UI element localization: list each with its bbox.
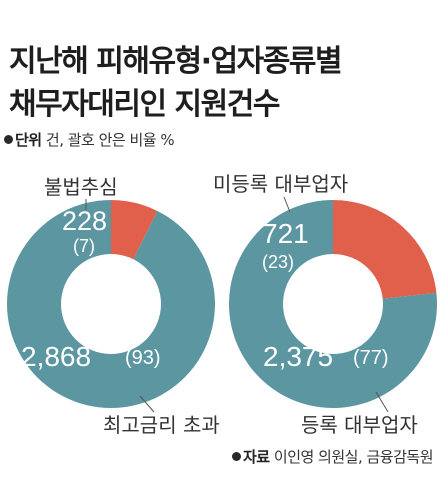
percent-label-unregistered-lender: (23): [262, 252, 294, 272]
percent-label-registered-lender: (77): [353, 347, 389, 369]
chart-title-line-2: 채무자대리인 지원건수: [9, 87, 280, 122]
source-label: 자료: [243, 448, 270, 466]
category-label-max-rate-exceeded: 최고금리 초과: [103, 413, 220, 437]
unit-label: 단위: [15, 131, 42, 149]
bullet-icon: [4, 135, 13, 144]
leader-line-unregistered-lender: [283, 196, 291, 213]
leader-line-max-rate-exceeded: [139, 395, 155, 413]
category-label-registered-lender: 등록 대부업자: [301, 413, 418, 437]
unit-text: 건, 괄호 안은 비율 %: [45, 131, 175, 149]
chart-title-line-1: 지난해 피해유형·업자종류별: [9, 44, 343, 79]
source-text: 이인영 의원실, 금융감독원: [273, 448, 434, 466]
value-label-registered-lender: 2,375: [263, 341, 333, 372]
category-label-unregistered-lender: 미등록 대부업자: [213, 172, 348, 196]
percent-label-illegal-collection: (7): [73, 236, 95, 256]
donut-hole-right: [283, 254, 383, 354]
donut-chart-left: 불법추심 최고금리 초과 228 (7) 2,868 (93): [6, 175, 220, 437]
value-label-illegal-collection: 228: [62, 206, 107, 236]
bullet-icon: [232, 452, 241, 461]
value-label-unregistered-lender: 721: [262, 218, 309, 249]
unit-note: 단위 건, 괄호 안은 비율 %: [4, 129, 175, 150]
source-note: 자료 이인영 의원실, 금융감독원: [232, 446, 434, 467]
donut-hole-left: [61, 254, 161, 354]
donut-chart-right: 미등록 대부업자 등록 대부업자 721 (23) 2,375 (77): [213, 172, 438, 437]
category-label-illegal-collection: 불법추심: [44, 175, 118, 199]
leader-line-registered-lender: [375, 391, 389, 413]
percent-label-max-rate-exceeded: (93): [125, 347, 161, 369]
value-label-max-rate-exceeded: 2,868: [21, 341, 91, 372]
